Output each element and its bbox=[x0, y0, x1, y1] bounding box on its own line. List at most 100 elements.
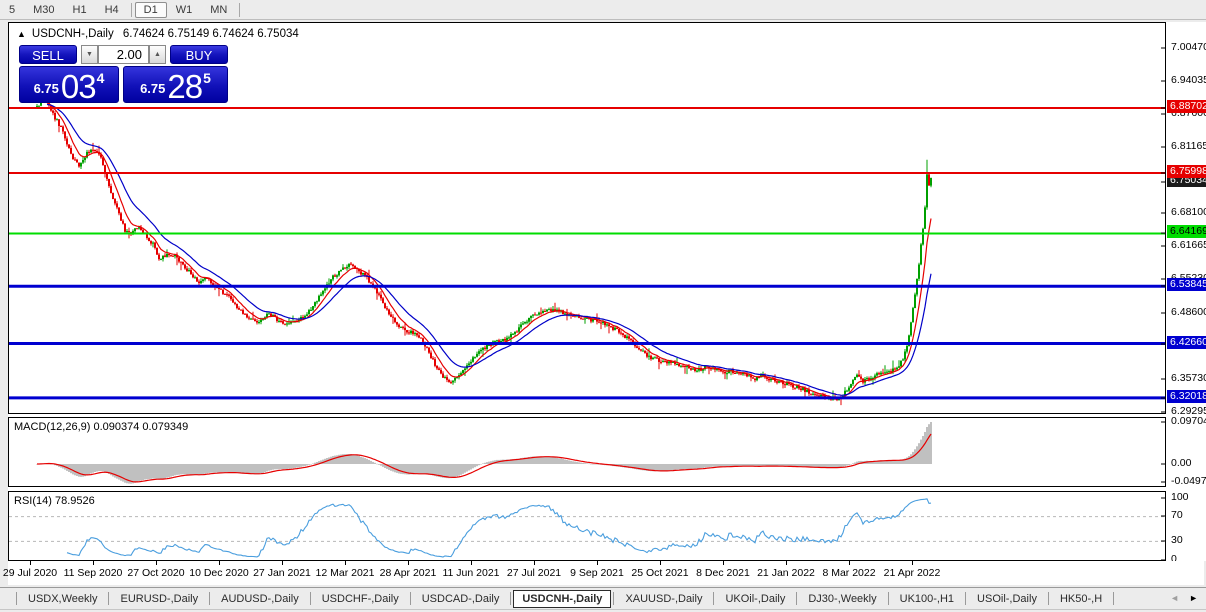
tab-ukoil-daily[interactable]: UKOil-,Daily bbox=[725, 592, 786, 605]
price-tag: 6.32018 bbox=[1167, 390, 1206, 403]
rsi-label: RSI(14) 78.9526 bbox=[14, 495, 95, 507]
axis-label: 100 bbox=[1171, 491, 1189, 503]
volume-field[interactable]: 2.00 bbox=[98, 45, 149, 64]
tab-separator bbox=[965, 592, 967, 605]
tab-scroll-left-icon[interactable]: ◄ bbox=[1170, 593, 1180, 603]
chart-title: ▲ USDCNH-,Daily 6.74624 6.75149 6.74624 6… bbox=[17, 28, 299, 40]
price-tag: 6.64169 bbox=[1167, 225, 1206, 238]
date-tick bbox=[408, 561, 409, 565]
price-tag: 6.53845 bbox=[1167, 278, 1206, 291]
tab-usdchf-daily[interactable]: USDCHF-,Daily bbox=[321, 592, 399, 605]
tab-separator bbox=[713, 592, 715, 605]
rsi-panel[interactable]: RSI(14) 78.9526 bbox=[8, 491, 1166, 561]
date-label: 27 Jul 2021 bbox=[506, 567, 562, 579]
axis-label: 0.097045 bbox=[1171, 415, 1206, 427]
date-tick bbox=[786, 561, 787, 565]
price-tag: 6.75998 bbox=[1167, 165, 1206, 178]
tab-usdx-weekly[interactable]: USDX,Weekly bbox=[28, 592, 98, 605]
timeframe-h4[interactable]: H4 bbox=[104, 3, 119, 16]
tab-separator bbox=[409, 592, 411, 605]
buy-price-sup: 5 bbox=[203, 70, 211, 86]
tab-separator bbox=[1113, 592, 1115, 605]
axis-label: 70 bbox=[1171, 509, 1183, 521]
date-tick bbox=[219, 561, 220, 565]
date-tick bbox=[912, 561, 913, 565]
date-tick bbox=[660, 561, 661, 565]
tab-separator bbox=[16, 592, 17, 605]
tab-separator bbox=[613, 592, 615, 605]
date-label: 10 Dec 2020 bbox=[189, 567, 249, 579]
tab-audusd-daily[interactable]: AUDUSD-,Daily bbox=[221, 592, 299, 605]
chart-tab-bar: USDX,Weekly EURUSD-,Daily AUDUSD-,Daily USD… bbox=[0, 587, 1206, 609]
date-tick bbox=[534, 561, 535, 565]
timeframe-5[interactable]: 5 bbox=[9, 3, 16, 16]
price-chart-canvas[interactable] bbox=[9, 23, 1165, 413]
date-label: 29 Jul 2020 bbox=[2, 567, 58, 579]
timeframe-w1[interactable]: W1 bbox=[175, 3, 193, 16]
toolbar-separator bbox=[239, 2, 241, 17]
volume-increase-icon[interactable]: ▲ bbox=[149, 45, 166, 64]
buy-price-big: 28 bbox=[167, 67, 203, 105]
tab-xauusd-daily[interactable]: XAUUSD-,Daily bbox=[625, 592, 703, 605]
date-label: 27 Oct 2020 bbox=[127, 567, 185, 579]
macd-panel[interactable]: MACD(12,26,9) 0.090374 0.079349 bbox=[8, 417, 1166, 487]
tab-scroll-controls: ◄ ► bbox=[1164, 588, 1206, 608]
date-label: 11 Jun 2021 bbox=[442, 567, 500, 579]
date-label: 28 Apr 2021 bbox=[379, 567, 437, 579]
timeframe-toolbar: 5 M30 H1 H4 D1 W1 MN bbox=[0, 0, 1206, 20]
tab-usoil-daily[interactable]: USOil-,Daily bbox=[977, 592, 1037, 605]
date-label: 21 Jan 2022 bbox=[757, 567, 815, 579]
tab-dj30-weekly[interactable]: DJ30-,Weekly bbox=[808, 592, 877, 605]
buy-button[interactable]: BUY bbox=[170, 45, 228, 64]
tab-hk50-h[interactable]: HK50-,H bbox=[1059, 592, 1103, 605]
date-tick bbox=[345, 561, 346, 565]
tab-usdcad-daily[interactable]: USDCAD-,Daily bbox=[421, 592, 500, 605]
tab-eurusd-daily[interactable]: EURUSD-,Daily bbox=[120, 592, 199, 605]
sell-price-small: 6.75 bbox=[33, 81, 59, 96]
date-label: 27 Jan 2021 bbox=[253, 567, 311, 579]
tab-separator bbox=[209, 592, 211, 605]
chart-symbol-label: USDCNH-,Daily bbox=[31, 28, 114, 40]
date-tick bbox=[471, 561, 472, 565]
sell-price-button[interactable]: 6.75 03 4 bbox=[19, 66, 119, 103]
tab-scroll-right-icon[interactable]: ► bbox=[1189, 593, 1198, 603]
price-axis: 7.00470 6.94035 6.87600 6.81165 6.68100 6.616… bbox=[1166, 22, 1206, 565]
toolbar-separator bbox=[130, 2, 132, 17]
date-label: 8 Mar 2022 bbox=[822, 567, 876, 579]
timeframe-d1[interactable]: D1 bbox=[134, 1, 167, 18]
date-label: 25 Oct 2021 bbox=[631, 567, 689, 579]
sell-button[interactable]: SELL bbox=[19, 45, 77, 64]
timeframe-h1[interactable]: H1 bbox=[72, 3, 87, 16]
tab-separator bbox=[796, 592, 798, 605]
timeframe-mn[interactable]: MN bbox=[210, 3, 228, 16]
axis-label: 6.68100 bbox=[1171, 206, 1206, 218]
collapse-panel-icon[interactable]: ▲ bbox=[17, 29, 26, 39]
volume-decrease-icon[interactable]: ▼ bbox=[81, 45, 98, 64]
chart-window: ▲ USDCNH-,Daily 6.74624 6.75149 6.74624 6… bbox=[3, 22, 1206, 585]
timeframe-m30[interactable]: M30 bbox=[33, 3, 55, 16]
date-tick bbox=[93, 561, 94, 565]
price-chart-panel[interactable]: ▲ USDCNH-,Daily 6.74624 6.75149 6.74624 6… bbox=[8, 22, 1166, 414]
axis-label: 6.81165 bbox=[1171, 140, 1206, 152]
buy-price-small: 6.75 bbox=[140, 81, 166, 96]
axis-label: 6.94035 bbox=[1171, 74, 1206, 86]
buy-price-button[interactable]: 6.75 28 5 bbox=[123, 66, 228, 103]
tab-separator bbox=[510, 592, 512, 605]
macd-label: MACD(12,26,9) 0.090374 0.079349 bbox=[14, 421, 189, 433]
tab-usdcnh-daily[interactable]: USDCNH-,Daily bbox=[513, 589, 612, 608]
rsi-canvas[interactable] bbox=[9, 492, 1165, 560]
date-tick bbox=[156, 561, 157, 565]
price-tag: 6.42660 bbox=[1167, 336, 1206, 349]
date-label: 11 Sep 2020 bbox=[63, 567, 123, 579]
date-label: 8 Dec 2021 bbox=[696, 567, 750, 579]
axis-label: 30 bbox=[1171, 534, 1183, 546]
tab-uk100-h1[interactable]: UK100-,H1 bbox=[899, 592, 955, 605]
sell-price-big: 03 bbox=[60, 67, 97, 105]
date-label: 12 Mar 2021 bbox=[315, 567, 375, 579]
axis-label: 0 bbox=[1171, 553, 1177, 565]
macd-canvas[interactable] bbox=[9, 418, 1165, 486]
date-tick bbox=[723, 561, 724, 565]
chart-ohlc-values: 6.74624 6.75149 6.74624 6.75034 bbox=[122, 28, 299, 40]
axis-label: 0.00 bbox=[1171, 457, 1192, 469]
